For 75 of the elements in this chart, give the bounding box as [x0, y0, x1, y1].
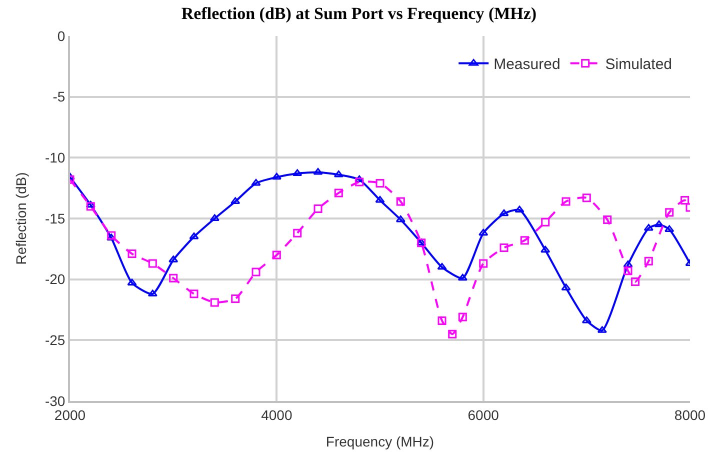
point — [448, 330, 457, 338]
point — [86, 200, 96, 208]
point — [128, 250, 136, 258]
point — [520, 236, 529, 245]
point — [396, 215, 406, 222]
point — [272, 172, 282, 180]
point — [458, 274, 468, 281]
y-tick-label: 0 — [57, 28, 66, 44]
point — [251, 178, 261, 186]
point — [190, 290, 198, 298]
point — [479, 259, 488, 268]
point — [231, 294, 240, 304]
point — [396, 197, 405, 206]
point — [375, 196, 385, 203]
chart-title: Reflection (dB) at Sum Port vs Frequency (MHz) — [181, 4, 537, 23]
point — [624, 266, 632, 276]
point — [514, 206, 524, 212]
point — [252, 268, 260, 276]
y-tick-label: -5 — [52, 88, 66, 105]
point — [86, 202, 95, 211]
point — [541, 218, 550, 226]
point — [148, 290, 158, 296]
point — [458, 312, 467, 322]
x-tick-label: 4000 — [261, 406, 292, 423]
point — [603, 215, 612, 224]
legend-label: Measured — [494, 56, 560, 74]
point — [148, 259, 157, 268]
point — [293, 228, 302, 238]
point — [376, 178, 384, 188]
point — [127, 278, 137, 286]
point — [106, 234, 116, 240]
point — [644, 256, 653, 266]
point — [664, 225, 674, 232]
point — [334, 170, 344, 178]
point — [665, 208, 674, 217]
point — [582, 316, 592, 324]
point — [168, 256, 178, 262]
x-tick-label: 2000 — [54, 406, 86, 423]
point — [500, 243, 508, 252]
point — [644, 224, 654, 231]
point — [680, 196, 690, 204]
point — [210, 214, 220, 221]
point — [562, 197, 570, 206]
point — [189, 232, 199, 240]
legend-label: Simulated — [605, 56, 672, 74]
point — [478, 228, 488, 236]
point — [499, 209, 509, 216]
point — [582, 194, 591, 202]
point — [437, 262, 447, 270]
point — [169, 274, 178, 282]
point — [210, 298, 219, 307]
point — [272, 250, 281, 260]
y-tick-label: -20 — [44, 271, 66, 288]
point — [355, 178, 364, 186]
y-axis-title: Reflection (dB) — [13, 172, 30, 265]
point — [354, 175, 364, 182]
point — [654, 220, 664, 228]
point — [314, 204, 322, 214]
y-tick-label: -10 — [44, 150, 66, 166]
y-tick-label: -30 — [44, 392, 66, 409]
x-tick-label: 8000 — [674, 406, 706, 423]
x-tick-label: 6000 — [468, 406, 500, 423]
point — [313, 168, 323, 175]
point — [438, 316, 446, 325]
y-tick-label: -15 — [44, 210, 66, 226]
y-tick-label: -25 — [44, 332, 66, 348]
point — [623, 260, 633, 268]
point — [230, 197, 240, 204]
point — [540, 246, 550, 253]
x-axis-title: Frequency (MHz) — [326, 434, 434, 450]
point — [292, 169, 302, 176]
point — [597, 326, 607, 333]
point — [334, 188, 343, 198]
point — [561, 284, 571, 290]
point — [630, 278, 640, 286]
